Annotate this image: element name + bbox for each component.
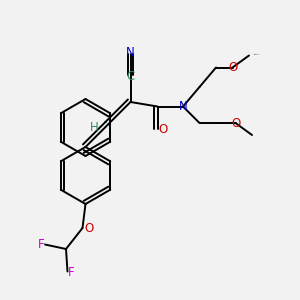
Text: F: F xyxy=(68,266,74,280)
Text: N: N xyxy=(178,100,188,113)
Text: O: O xyxy=(158,122,167,136)
Text: N: N xyxy=(126,46,135,59)
Text: F: F xyxy=(38,238,45,251)
Text: H: H xyxy=(90,121,99,134)
Text: O: O xyxy=(85,221,94,235)
Text: O: O xyxy=(228,61,237,74)
Text: methoxy: methoxy xyxy=(254,53,260,55)
Text: C: C xyxy=(126,70,135,83)
Text: O: O xyxy=(231,116,240,130)
